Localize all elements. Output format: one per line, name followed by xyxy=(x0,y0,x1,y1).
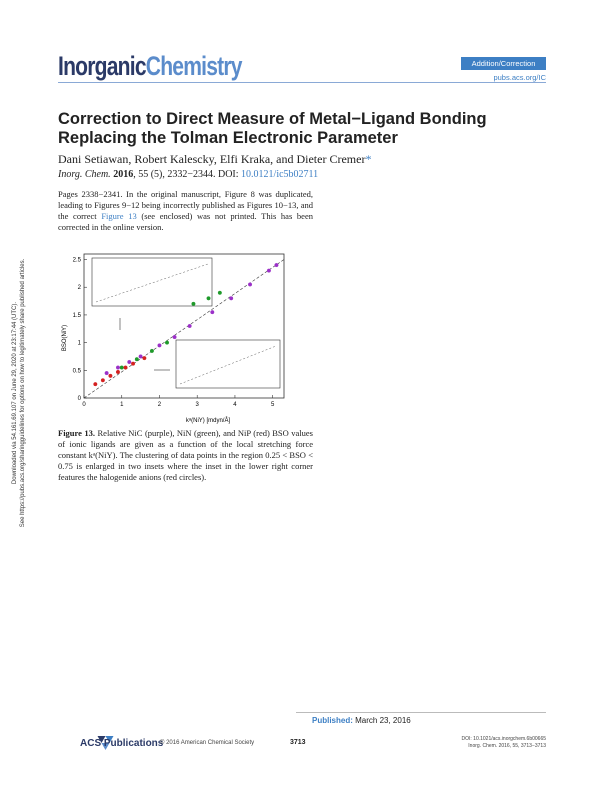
x-tick-label: 5 xyxy=(271,402,275,408)
download-notice-line2[interactable]: See https://pubs.acs.org/sharingguidelin… xyxy=(20,258,26,528)
body-pre: Pages 2338−2341. In the original manuscr… xyxy=(58,189,313,221)
data-point-nin xyxy=(134,357,139,362)
data-point-nip xyxy=(100,378,105,383)
data-point-nic xyxy=(157,343,162,348)
figure-caption: Figure 13. Relative NiC (purple), NiN (g… xyxy=(58,428,313,483)
data-point-nic xyxy=(266,268,271,273)
data-point-nic xyxy=(187,323,192,328)
data-point-nic xyxy=(172,335,177,340)
article-title: Correction to Direct Measure of Metal−Li… xyxy=(58,110,487,147)
y-tick-label: 2 xyxy=(78,285,82,291)
journal-logo: InorganicChemistry xyxy=(58,51,243,82)
data-point-nin xyxy=(206,296,211,301)
data-point-nic xyxy=(210,310,215,315)
data-point-nic xyxy=(127,359,132,364)
lower-right-inset xyxy=(175,339,281,389)
x-tick-label: 3 xyxy=(196,402,200,408)
footer-divider xyxy=(296,712,546,713)
download-notice-line1: Downloaded via 54.161.69.107 on June 29,… xyxy=(12,301,18,485)
corresponding-author-mark[interactable]: * xyxy=(365,152,372,166)
published-date: Published: March 23, 2016 xyxy=(312,716,411,725)
data-point-nip xyxy=(123,365,128,370)
data-point-nip xyxy=(142,356,147,361)
y-tick-label: 0.5 xyxy=(73,368,82,374)
citation-journal: Inorg. Chem. xyxy=(58,169,111,180)
correction-text: Pages 2338−2341. In the original manuscr… xyxy=(58,189,313,233)
data-point-nip xyxy=(93,382,98,387)
data-point-nin xyxy=(191,301,196,306)
body-post: (see enclosed) was not printed. This has… xyxy=(58,211,313,232)
plot-frame xyxy=(83,253,285,399)
y-tick-label: 0 xyxy=(78,396,82,402)
data-point-nip xyxy=(108,373,113,378)
acs-publications-logo-text: ACS Publications xyxy=(80,738,164,749)
footer-doi-line2: Inorg. Chem. 2016, 55, 3713−3713 xyxy=(468,743,546,749)
y-axis-label: BSO(NiY) xyxy=(62,325,68,351)
data-point-nic xyxy=(138,354,143,359)
citation: Inorg. Chem. 2016, 55 (5), 2332−2344. DO… xyxy=(58,169,318,180)
data-point-nic xyxy=(115,365,120,370)
data-point-nip xyxy=(115,369,120,374)
x-tick-label: 4 xyxy=(233,402,237,408)
author-list: Dani Setiawan, Robert Kalescky, Elfi Kra… xyxy=(58,152,371,167)
y-tick-label: 1 xyxy=(78,341,82,347)
data-point-nin xyxy=(149,348,154,353)
citation-doi-link[interactable]: 10.0121/ic5b02711 xyxy=(241,169,319,180)
x-tick-label: 2 xyxy=(158,402,162,408)
data-point-nin xyxy=(119,365,124,370)
journal-url-link[interactable]: pubs.acs.org/IC xyxy=(493,73,546,82)
data-point-nip xyxy=(131,361,136,366)
page-number: 3713 xyxy=(290,739,306,746)
footer-doi: DOI: 10.1021/acs.inorgchem.6b00665 Inorg… xyxy=(420,736,547,750)
figure-13-link[interactable]: Figure 13 xyxy=(101,211,137,221)
journal-name-part1: Inorganic xyxy=(58,51,147,81)
data-point-nic xyxy=(248,282,253,287)
x-axis-label: kᵃ(NiY) [mdyn/Å] xyxy=(186,417,231,424)
article-type-badge: Addition/Correction xyxy=(461,57,546,70)
journal-name-part2: Chemistry xyxy=(145,51,243,81)
data-point-nic xyxy=(104,371,109,376)
x-tick-label: 0 xyxy=(82,402,86,408)
published-date-value: March 23, 2016 xyxy=(355,716,411,725)
citation-rest: , 55 (5), 2332−2344. DOI: xyxy=(133,169,242,180)
caption-text: Relative NiC (purple), NiN (green), and … xyxy=(58,428,313,482)
x-tick-label: 1 xyxy=(120,402,124,408)
figure-13-chart: 0 1 2 3 4 5 0 0.5 1 1.5 2 2.5 BSO(NiY) kᵃ(NiY) [mdy… xyxy=(62,253,285,424)
data-point-nin xyxy=(217,290,222,295)
chart-marks xyxy=(93,263,279,387)
lower-inset-reference-line xyxy=(179,345,277,385)
y-tick-label: 2.5 xyxy=(73,258,82,264)
data-point-nic xyxy=(274,263,279,268)
chart-insets xyxy=(91,257,281,389)
acs-logo-icon xyxy=(97,736,114,750)
download-notice: Downloaded via 54.161.69.107 on June 29,… xyxy=(11,243,27,543)
header-divider xyxy=(58,82,546,83)
data-point-nin xyxy=(165,340,170,345)
citation-year: 2016 xyxy=(113,169,134,180)
published-label: Published: xyxy=(312,716,353,725)
footer-doi-line1[interactable]: DOI: 10.1021/acs.inorgchem.6b00665 xyxy=(461,736,547,742)
y-tick-label: 1.5 xyxy=(73,313,82,319)
data-point-nic xyxy=(229,296,234,301)
caption-label: Figure 13. xyxy=(58,428,96,438)
authors-text: Dani Setiawan, Robert Kalescky, Elfi Kra… xyxy=(58,152,366,166)
upper-left-inset xyxy=(91,257,213,307)
copyright: © 2016 American Chemical Society xyxy=(160,740,255,746)
